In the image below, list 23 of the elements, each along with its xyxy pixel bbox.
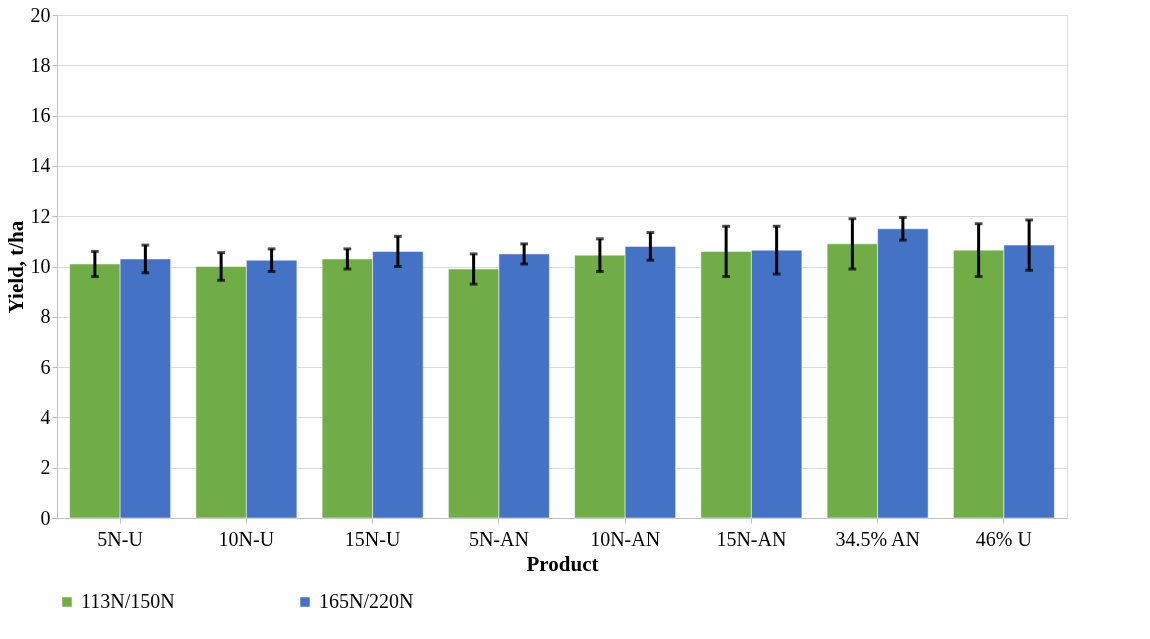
y-tick-label: 8 — [40, 305, 51, 328]
y-tick-label: 16 — [30, 104, 51, 127]
x-tick-label: 5N-U — [97, 527, 144, 550]
x-tick-label: 5N-AN — [468, 527, 529, 550]
x-axis-title: Product — [526, 551, 599, 576]
x-tick-label: 15N-AN — [716, 527, 787, 550]
y-tick-label: 10 — [30, 255, 51, 277]
y-tick-label: 20 — [30, 3, 51, 26]
legend-label: 165N/220N — [319, 590, 414, 612]
x-tick-label: 10N-AN — [590, 527, 661, 550]
y-tick-label: 18 — [30, 53, 51, 76]
y-tick-label: 2 — [40, 456, 51, 479]
x-tick-label: 46% U — [975, 527, 1033, 550]
y-tick-label: 12 — [30, 204, 51, 227]
x-tick-label: 10N-U — [218, 527, 275, 550]
x-tick-label: 15N-U — [344, 527, 401, 550]
y-tick-label: 4 — [40, 405, 51, 428]
y-tick-label: 6 — [40, 355, 51, 378]
y-tick-label: 14 — [30, 154, 51, 177]
x-tick-label: 34.5% AN — [835, 527, 920, 550]
y-axis-title: Yield, t/ha — [3, 220, 28, 314]
legend-label: 113N/150N — [81, 590, 175, 612]
y-tick-label: 0 — [40, 506, 51, 529]
